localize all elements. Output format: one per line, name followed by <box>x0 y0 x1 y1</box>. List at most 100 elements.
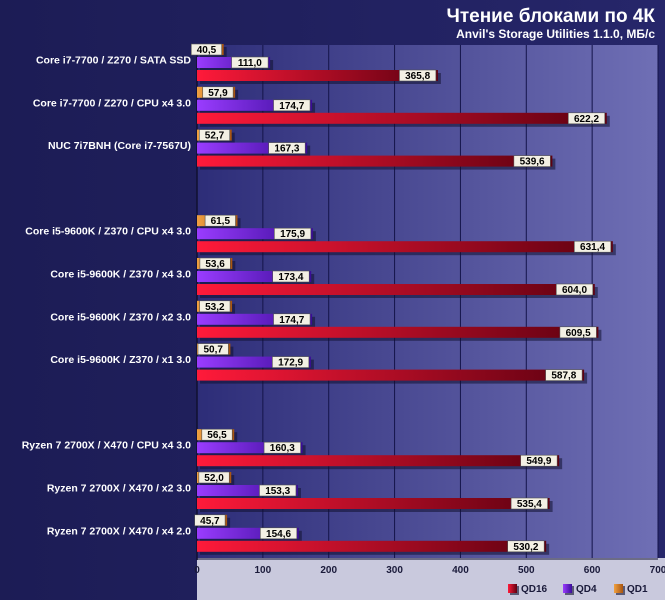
x-tick-label-200: 200 <box>320 565 337 576</box>
data-label-box-qd4-2 <box>268 142 306 154</box>
legend-label-qd4: QD4 <box>576 584 597 595</box>
data-label-box-qd16-7 <box>545 369 583 381</box>
data-label-box-qd1-5 <box>199 257 231 270</box>
data-label-qd4-5: 173,4 <box>278 272 303 283</box>
x-tick-labels: 0 100 200 300 400 500 600 700 <box>194 565 665 576</box>
data-label-qd16-11: 530,2 <box>513 542 538 553</box>
data-label-qd16-10: 535,4 <box>517 499 542 510</box>
data-label-qd1-7: 50,7 <box>203 345 223 356</box>
bar-qd4-2 <box>197 142 308 154</box>
data-label-box-qd4-5 <box>272 270 310 283</box>
data-label-qd4-10: 153,3 <box>265 486 290 497</box>
plot-area <box>197 45 658 558</box>
data-label-box-qd16-9 <box>520 454 558 467</box>
bar-qd4-1 <box>197 99 313 111</box>
data-label-box-qd4-6 <box>273 313 311 326</box>
data-label-box-qd1-2 <box>199 129 231 141</box>
x-tick-label-300: 300 <box>386 565 403 576</box>
bar-qd16-6 <box>197 326 599 338</box>
data-label-box-qd1-11 <box>194 514 226 527</box>
bar-qd4-5 <box>197 271 312 282</box>
data-label-box-qd16-11 <box>507 540 545 553</box>
data-label-box-qd16-5 <box>555 283 594 296</box>
data-label-box-qd1-1 <box>202 86 234 99</box>
data-label-box-qd16-2 <box>513 155 551 167</box>
legend-label-qd16: QD16 <box>521 584 548 595</box>
data-label-qd1-9: 56,5 <box>207 430 227 441</box>
x-tick-label-400: 400 <box>452 565 469 576</box>
bar-qd4-11 <box>197 527 299 539</box>
legend-swatch-qd1 <box>614 584 623 593</box>
x-tick-label-0: 0 <box>194 565 200 576</box>
data-label-box-qd1-9 <box>201 428 233 441</box>
x-tick-label-100: 100 <box>255 565 272 576</box>
bar-qd16-1 <box>197 112 607 124</box>
category-label-6: Core i5-9600K / Z370 / x2 3.0 <box>50 311 191 323</box>
data-label-box-qd16-10 <box>510 497 548 510</box>
bar-qd16-7 <box>197 369 585 381</box>
data-label-qd4-6: 174,7 <box>279 315 304 326</box>
bar-qd16-9 <box>197 455 560 467</box>
data-label-box-qd16-6 <box>559 326 597 339</box>
data-label-box-qd1-0 <box>190 43 222 56</box>
data-label-box-qd16-4 <box>574 240 612 253</box>
data-label-qd4-9: 160,3 <box>270 443 295 454</box>
data-label-box-qd4-11 <box>260 527 298 540</box>
x-tick-label-500: 500 <box>518 565 535 576</box>
bottom-strip <box>197 558 665 600</box>
data-label-qd16-2: 539,6 <box>520 157 545 168</box>
bar-qd16-11 <box>197 540 547 552</box>
data-label-qd4-7: 172,9 <box>278 358 303 369</box>
category-label-2: NUC 7i7BNH (Core i7-7567U) <box>48 140 191 152</box>
category-label-0: Core i7-7700 / Z270 / SATA SSD <box>36 55 191 67</box>
category-label-11: Ryzen 7 2700X / X470 / x4 2.0 <box>47 525 191 537</box>
data-label-qd16-4: 631,4 <box>580 242 605 253</box>
bars: 40,5 111,0 365,8 57,9 174,7 622,2 52,7 167,3 539… <box>190 43 616 555</box>
category-label-7: Core i5-9600K / Z370 / x1 3.0 <box>50 354 191 366</box>
x-tick-label-600: 600 <box>584 565 601 576</box>
data-label-qd1-0: 40,5 <box>197 45 217 56</box>
data-label-box-qd16-0 <box>399 69 437 82</box>
chart-title: Чтение блоками по 4К <box>446 6 655 27</box>
data-label-box-qd4-7 <box>272 356 310 368</box>
data-label-box-qd4-1 <box>273 99 311 112</box>
data-label-box-qd4-0 <box>231 56 269 69</box>
data-label-qd16-5: 604,0 <box>562 285 587 296</box>
bar-qd16-10 <box>197 498 550 509</box>
data-label-qd16-0: 365,8 <box>405 71 430 82</box>
legend-swatch-qd16 <box>508 584 517 593</box>
data-label-qd16-9: 549,9 <box>526 456 551 467</box>
data-label-box-qd1-10 <box>198 471 230 484</box>
data-label-box-qd4-4 <box>274 227 312 240</box>
category-label-10: Ryzen 7 2700X / X470 / x2 3.0 <box>47 483 191 495</box>
legend-swatch-qd4 <box>563 584 572 593</box>
bar-qd4-10 <box>197 485 298 496</box>
category-label-5: Core i5-9600K / Z370 / x4 3.0 <box>50 269 191 281</box>
bar-qd16-0 <box>197 70 438 81</box>
data-label-qd1-5: 53,6 <box>205 259 225 270</box>
bar-qd4-4 <box>197 228 313 240</box>
legend: QD16 QD4 QD1 <box>508 584 648 595</box>
data-label-box-qd4-10 <box>259 484 297 497</box>
data-label-qd1-4: 61,5 <box>211 216 231 227</box>
bar-qd4-9 <box>197 442 303 454</box>
bar-qd16-4 <box>197 241 613 253</box>
category-label-1: Core i7-7700 / Z270 / CPU x4 3.0 <box>33 97 191 109</box>
data-label-qd4-0: 111,0 <box>238 58 262 69</box>
data-label-qd1-10: 52,0 <box>204 473 224 484</box>
bar-qd16-2 <box>197 155 553 167</box>
bar-qd4-6 <box>197 313 313 325</box>
bar-qd16-5 <box>197 284 595 295</box>
data-label-qd4-11: 154,6 <box>266 529 291 540</box>
category-label-4: Core i5-9600K / Z370 / CPU x4 3.0 <box>25 226 191 238</box>
data-label-box-qd1-4 <box>204 214 236 227</box>
x-tick-label-700: 700 <box>650 565 665 576</box>
data-label-qd4-1: 174,7 <box>279 101 304 112</box>
data-label-qd16-1: 622,2 <box>574 114 599 125</box>
data-label-qd1-1: 57,9 <box>208 88 228 99</box>
data-label-box-qd16-1 <box>567 112 606 125</box>
data-label-qd16-6: 609,5 <box>566 328 591 339</box>
data-label-box-qd4-9 <box>263 441 301 454</box>
data-label-qd1-11: 45,7 <box>200 516 220 527</box>
